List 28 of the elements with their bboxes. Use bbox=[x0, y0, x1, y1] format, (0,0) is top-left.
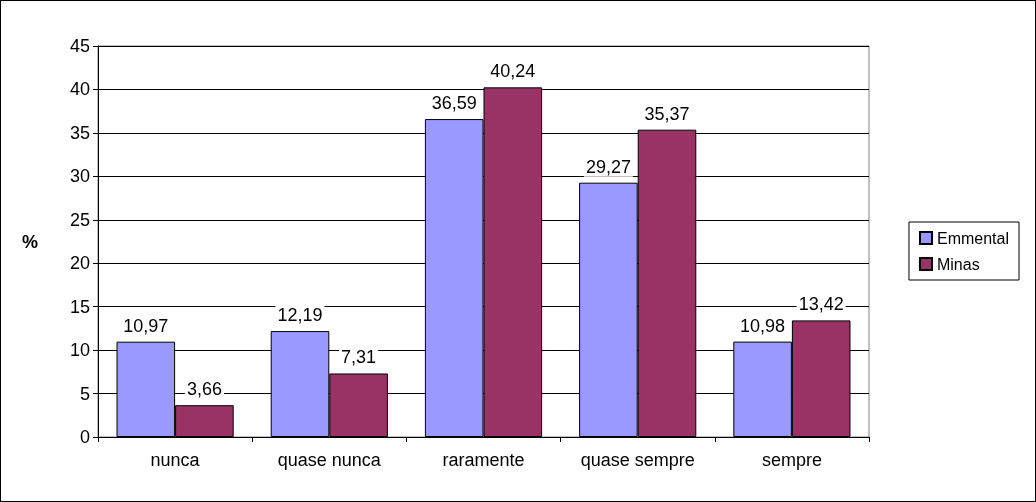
data-label: 3,66 bbox=[186, 379, 222, 400]
legend-label: Emmental bbox=[936, 229, 1010, 247]
y-tick-label: 25 bbox=[69, 209, 90, 230]
y-tick-label: 10 bbox=[69, 340, 90, 361]
x-tick-label: quase nunca bbox=[277, 450, 382, 470]
data-label: 36,59 bbox=[431, 93, 477, 114]
x-tick-label: nunca bbox=[150, 450, 201, 470]
y-tick-label: 40 bbox=[69, 79, 90, 100]
y-tick-label: 15 bbox=[69, 296, 90, 317]
x-tick-label: sempre bbox=[761, 450, 822, 470]
data-label: 29,27 bbox=[585, 156, 631, 177]
data-label: 35,37 bbox=[644, 103, 690, 124]
data-label: 10,98 bbox=[740, 315, 786, 336]
y-tick-label: 0 bbox=[79, 427, 90, 447]
data-label: 40,24 bbox=[490, 61, 536, 82]
data-label: 7,31 bbox=[341, 347, 377, 368]
data-label: 12,19 bbox=[277, 305, 323, 326]
y-tick-label: 30 bbox=[69, 166, 90, 187]
y-axis-title: % bbox=[21, 231, 38, 252]
y-tick-label: 5 bbox=[79, 383, 90, 404]
x-tick-label: raramente bbox=[442, 450, 525, 470]
data-label: 10,97 bbox=[123, 315, 169, 336]
data-label: 13,42 bbox=[798, 294, 844, 315]
y-tick-label: 20 bbox=[69, 253, 90, 274]
y-tick-label: 35 bbox=[69, 122, 90, 143]
y-tick-label: 45 bbox=[69, 36, 90, 56]
x-tick-label: quase sempre bbox=[580, 450, 695, 470]
legend-label: Minas bbox=[936, 255, 980, 273]
